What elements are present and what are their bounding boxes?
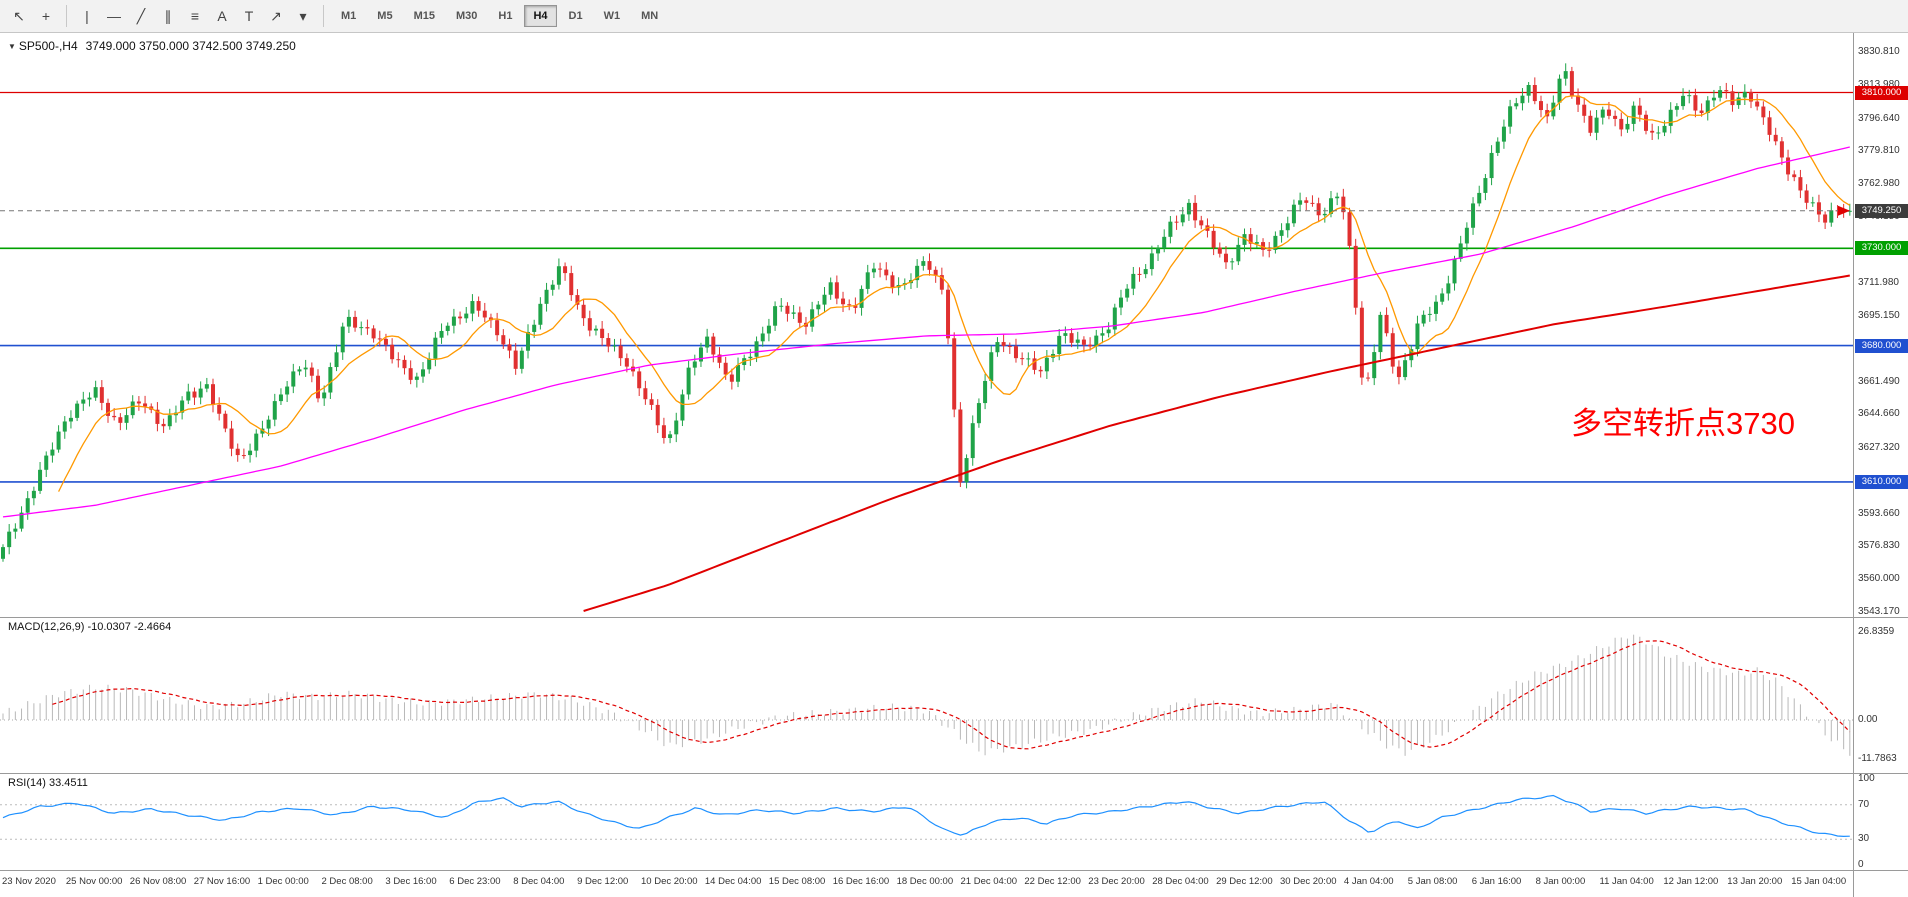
timeframe-m1[interactable]: M1 [332,5,365,27]
horizontal-line-icon[interactable]: — [101,3,127,29]
timeframe-m30[interactable]: M30 [447,5,486,27]
toolbar: ↖ + | — ╱ ∥ ≡ A T ↗ ▾ M1 M5 M15 M30 H1 H4 D1 W1 MN [0,0,1908,33]
timeframe-m5[interactable]: M5 [368,5,401,27]
timeframe-h4[interactable]: H4 [524,5,557,27]
timeframe-d1[interactable]: D1 [560,5,592,27]
timeframe-mn[interactable]: MN [632,5,667,27]
fibonacci-icon[interactable]: ≡ [182,3,208,29]
dropdown-caret-icon[interactable]: ▾ [290,3,316,29]
timeframe-h1[interactable]: H1 [489,5,521,27]
timeframe-m15[interactable]: M15 [405,5,444,27]
vertical-line-icon[interactable]: | [74,3,100,29]
text-label-icon[interactable]: T [236,3,262,29]
cursor-icon[interactable]: ↖ [6,3,32,29]
arrows-icon[interactable]: ↗ [263,3,289,29]
equidistant-channel-icon[interactable]: ∥ [155,3,181,29]
text-icon[interactable]: A [209,3,235,29]
timeframe-w1[interactable]: W1 [595,5,630,27]
toolbar-separator [323,5,324,27]
toolbar-separator [66,5,67,27]
crosshair-icon[interactable]: + [33,3,59,29]
trendline-icon[interactable]: ╱ [128,3,154,29]
